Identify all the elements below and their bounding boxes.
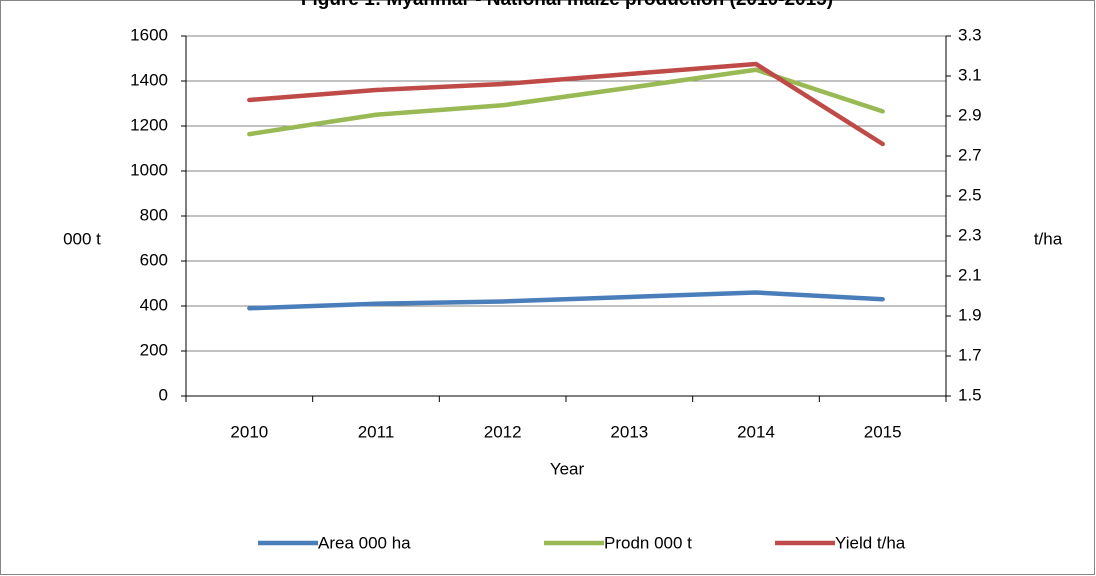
legend-label: Prodn 000 t <box>604 533 692 552</box>
y2-axis-label: t/ha <box>1034 229 1063 248</box>
y2-tick-label: 2.9 <box>958 105 982 124</box>
y2-tick-label: 2.1 <box>958 265 982 284</box>
y-tick-label: 1200 <box>130 115 168 134</box>
y2-tick-label: 2.5 <box>958 185 982 204</box>
y-tick-label: 1000 <box>130 160 168 179</box>
y-tick-label: 1400 <box>130 70 168 89</box>
x-axis-label: Year <box>550 459 585 478</box>
y2-tick-label: 1.5 <box>958 385 982 404</box>
y-axis-label: 000 t <box>63 229 101 248</box>
y2-tick-label: 2.3 <box>958 225 982 244</box>
chart-title: Figure 1: Myanmar - National maize produ… <box>301 0 833 10</box>
x-tick-label: 2015 <box>864 422 902 441</box>
y-tick-label: 1600 <box>130 25 168 44</box>
y-tick-label: 200 <box>140 340 168 359</box>
series-line <box>247 61 885 147</box>
legend-label: Area 000 ha <box>318 533 411 552</box>
x-tick-label: 2011 <box>358 422 395 441</box>
y2-tick-label: 3.1 <box>958 65 982 84</box>
y2-tick-label: 3.3 <box>958 25 982 44</box>
y-tick-label: 0 <box>159 385 168 404</box>
y-tick-label: 800 <box>140 205 168 224</box>
y-tick-label: 600 <box>140 250 168 269</box>
x-tick-label: 2014 <box>737 422 775 441</box>
y2-tick-label: 1.9 <box>958 305 982 324</box>
y-tick-label: 400 <box>140 295 168 314</box>
x-tick-label: 2010 <box>230 422 268 441</box>
x-tick-label: 2013 <box>610 422 648 441</box>
y2-tick-label: 1.7 <box>958 345 982 364</box>
series-line <box>247 290 885 311</box>
y2-tick-label: 2.7 <box>958 145 982 164</box>
legend-label: Yield t/ha <box>835 533 906 552</box>
x-tick-label: 2012 <box>484 422 522 441</box>
